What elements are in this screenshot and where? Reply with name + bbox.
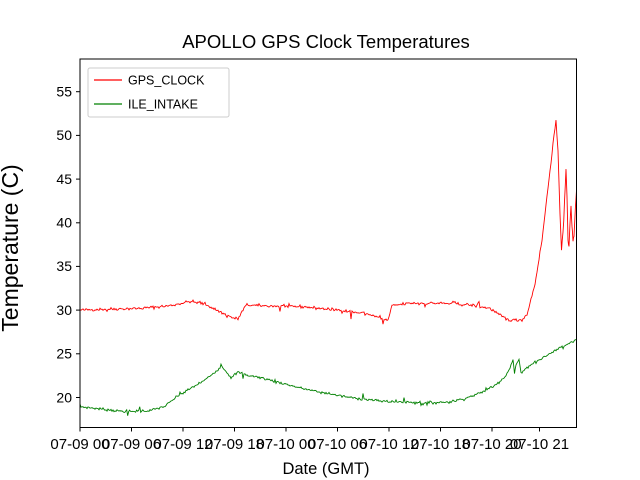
svg-text:07-10 18: 07-10 18: [411, 436, 470, 453]
svg-text:07-10 00: 07-10 00: [256, 436, 315, 453]
svg-text:GPS_CLOCK: GPS_CLOCK: [128, 74, 205, 88]
svg-text:ILE_INTAKE: ILE_INTAKE: [128, 98, 198, 112]
svg-text:30: 30: [56, 302, 72, 318]
svg-text:07-10 21: 07-10 21: [510, 436, 569, 453]
svg-text:35: 35: [56, 258, 72, 274]
svg-text:07-09 00: 07-09 00: [50, 436, 109, 453]
svg-text:07-10 12: 07-10 12: [359, 436, 418, 453]
svg-text:APOLLO GPS Clock Temperatures: APOLLO GPS Clock Temperatures: [182, 31, 470, 52]
svg-text:20: 20: [56, 389, 72, 405]
svg-text:07-09 12: 07-09 12: [153, 436, 212, 453]
svg-text:45: 45: [56, 171, 72, 187]
svg-text:50: 50: [56, 127, 72, 143]
svg-text:40: 40: [56, 215, 72, 231]
svg-text:07-09 18: 07-09 18: [205, 436, 264, 453]
svg-text:Temperature (C): Temperature (C): [0, 164, 23, 331]
svg-text:07-10 06: 07-10 06: [308, 436, 367, 453]
svg-text:55: 55: [56, 84, 72, 100]
svg-text:Date (GMT): Date (GMT): [282, 460, 369, 478]
svg-text:25: 25: [56, 346, 72, 362]
svg-text:07-09 06: 07-09 06: [102, 436, 161, 453]
